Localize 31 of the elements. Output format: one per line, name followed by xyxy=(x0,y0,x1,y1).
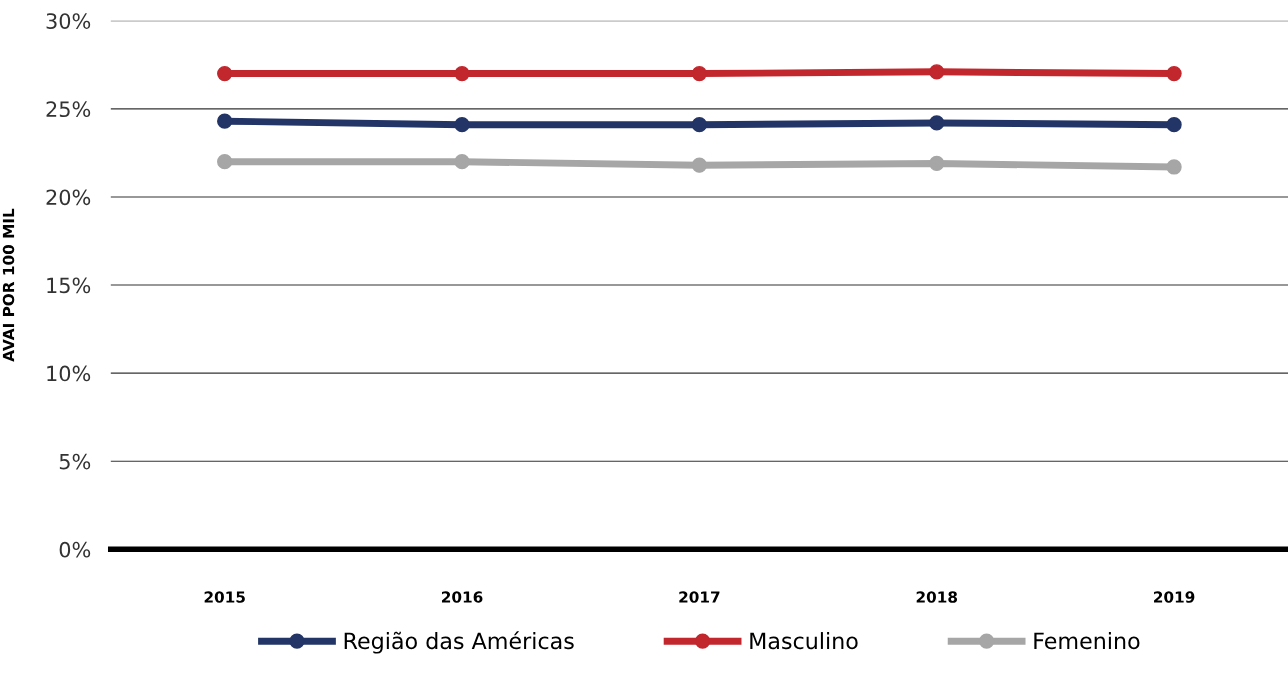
point xyxy=(691,65,708,82)
point xyxy=(1166,65,1182,82)
x-tick-label: 2016 xyxy=(441,591,483,603)
point xyxy=(929,115,945,131)
point xyxy=(454,154,470,170)
point xyxy=(454,65,470,82)
legend-label: Região das Américas xyxy=(344,631,574,654)
x-tick-label: 2015 xyxy=(204,591,245,603)
point xyxy=(1166,117,1182,133)
x-tick-label: 2019 xyxy=(1154,591,1195,603)
legend-label: Masculino xyxy=(750,632,858,650)
point xyxy=(454,117,470,133)
point xyxy=(1166,159,1182,175)
y-tick-label: 10% xyxy=(47,365,91,382)
point xyxy=(217,65,233,82)
point xyxy=(691,117,708,133)
point xyxy=(929,155,945,172)
y-tick-label: 15% xyxy=(47,277,91,294)
point xyxy=(691,157,708,173)
y-tick-label: 20% xyxy=(46,189,91,206)
y-tick-label: 30% xyxy=(46,13,91,29)
point xyxy=(217,113,233,129)
y-tick-label: 5% xyxy=(59,453,91,470)
point xyxy=(217,154,233,170)
legend-label: Femenino xyxy=(1034,632,1140,650)
point xyxy=(929,64,945,80)
x-tick-label: 2018 xyxy=(916,591,958,603)
y-tick-label: 25% xyxy=(46,101,91,118)
y-tick-label: 0% xyxy=(59,541,91,558)
x-tick-label: 2017 xyxy=(679,591,720,603)
y-axis-title: AVAI POR 100 MIL xyxy=(2,208,15,362)
